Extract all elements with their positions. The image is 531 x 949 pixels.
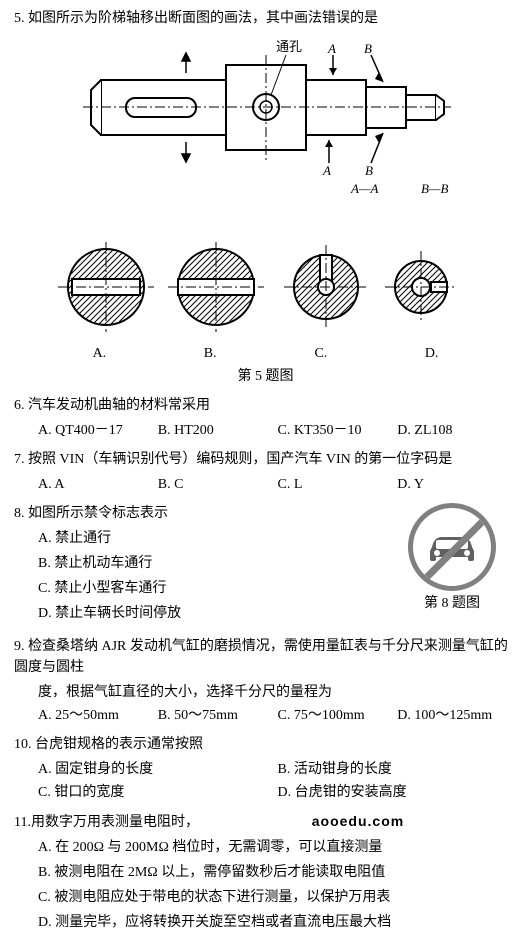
q7-opt-b: B. C [158,474,278,495]
q7-text: 按照 VIN（车辆识别代号）编码规则，国产汽车 VIN 的第一位字码是 [28,452,452,467]
q9-text2: 度，根据气缸直径的大小，选择千分尺的量程为 [14,682,517,703]
q9-options: A. 25～50mm B. 50～75mm C. 75～100mm D. 100… [14,705,517,726]
q5-opt-d: D. [376,343,487,364]
q5-sections-svg [51,242,481,332]
svg-text:B: B [365,163,373,178]
q8-text: 如图所示禁令标志表示 [28,506,168,521]
q8-opt-c: C. 禁止小型客车通行 [38,578,387,599]
q7-options: A. A B. C C. L D. Y [14,474,517,495]
q9-number: 9. [14,639,25,654]
q5-text: 如图所示为阶梯轴移出断面图的画法，其中画法错误的是 [28,11,378,26]
q6-options: A. QT400－17 B. HT200 C. KT350－10 D. ZL10… [14,420,517,441]
q5-option-labels: A. B. C. D. [14,343,517,364]
question-9: 9. 检查桑塔纳 AJR 发动机气缸的磨损情况，需使用量缸表与千分尺来测量气缸的… [14,636,517,726]
q9-opt-d: D. 100～125mm [397,705,517,726]
q11-text: 用数字万用表测量电阻时， [31,812,199,833]
q9-text1: 检查桑塔纳 AJR 发动机气缸的磨损情况，需使用量缸表与千分尺来测量气缸的圆度与… [14,639,508,675]
q9-opt-c: C. 75～100mm [278,705,398,726]
q10-options-2: C. 钳口的宽度 D. 台虎钳的安装高度 [14,782,517,803]
q11-opt-a: A. 在 200Ω 与 200MΩ 档位时，无需调零，可以直接测量 [38,837,517,858]
q8-opt-b: B. 禁止机动车通行 [38,553,387,574]
q5-figure: 通孔 A A B B A—A B—B [14,35,517,387]
q8-caption: 第 8 题图 [387,593,517,614]
q11-number: 11. [14,812,31,833]
q10-number: 10. [14,737,32,752]
q11-opt-c: C. 被测电阻应处于带电的状态下进行测量，以保护万用表 [38,887,517,908]
q6-opt-d: D. ZL108 [397,420,517,441]
q5-caption: 第 5 题图 [14,366,517,387]
q5-number: 5. [14,11,25,26]
q7-opt-c: C. L [278,474,398,495]
q11-opt-d: D. 测量完毕，应将转换开关旋至空档或者直流电压最大档 [38,912,517,933]
q11-options: A. 在 200Ω 与 200MΩ 档位时，无需调零，可以直接测量 B. 被测电… [14,837,517,933]
label-aa: A—A [350,181,379,196]
svg-text:A: A [322,163,331,178]
question-5: 5. 如图所示为阶梯轴移出断面图的画法，其中画法错误的是 [14,8,517,387]
q5-shaft-svg: 通孔 A A B B A—A B—B [71,35,461,235]
q7-opt-d: D. Y [397,474,517,495]
q10-opt-c: C. 钳口的宽度 [38,782,278,803]
q6-opt-a: A. QT400－17 [38,420,158,441]
q5-opt-a: A. [44,343,155,364]
q5-stem: 5. 如图所示为阶梯轴移出断面图的画法，其中画法错误的是 [14,8,517,29]
q6-opt-c: C. KT350－10 [278,420,398,441]
q5-opt-c: C. [266,343,377,364]
svg-text:A: A [327,41,336,56]
watermark-text: aooedu.com [312,813,404,829]
label-bb: B—B [421,181,449,196]
q9-opt-a: A. 25～50mm [38,705,158,726]
q8-figure: 第 8 题图 [387,503,517,614]
q10-text: 台虎钳规格的表示通常按照 [35,737,203,752]
question-10: 10. 台虎钳规格的表示通常按照 A. 固定钳身的长度 B. 活动钳身的长度 C… [14,734,517,803]
prohibition-sign-icon [408,503,496,591]
question-11: 11. 用数字万用表测量电阻时， aooedu.com A. 在 200Ω 与 … [14,811,517,933]
q6-number: 6. [14,398,25,413]
q11-opt-b: B. 被测电阻在 2MΩ 以上，需停留数秒后才能读取电阻值 [38,862,517,883]
q8-number: 8. [14,506,25,521]
q7-opt-a: A. A [38,474,158,495]
q8-options: A. 禁止通行 B. 禁止机动车通行 C. 禁止小型客车通行 D. 禁止车辆长时… [14,528,387,624]
q6-opt-b: B. HT200 [158,420,278,441]
q9-opt-b: B. 50～75mm [158,705,278,726]
label-tongkong: 通孔 [276,39,302,54]
question-7: 7. 按照 VIN（车辆识别代号）编码规则，国产汽车 VIN 的第一位字码是 A… [14,449,517,495]
q8-opt-a: A. 禁止通行 [38,528,387,549]
q8-opt-d: D. 禁止车辆长时间停放 [38,603,387,624]
question-8: 8. 如图所示禁令标志表示 A. 禁止通行 B. 禁止机动车通行 C. 禁止小型… [14,503,517,628]
q7-number: 7. [14,452,25,467]
q6-text: 汽车发动机曲轴的材料常采用 [28,398,210,413]
svg-text:B: B [364,41,372,56]
question-6: 6. 汽车发动机曲轴的材料常采用 A. QT400－17 B. HT200 C.… [14,395,517,441]
q10-opt-d: D. 台虎钳的安装高度 [278,782,518,803]
q5-opt-b: B. [155,343,266,364]
